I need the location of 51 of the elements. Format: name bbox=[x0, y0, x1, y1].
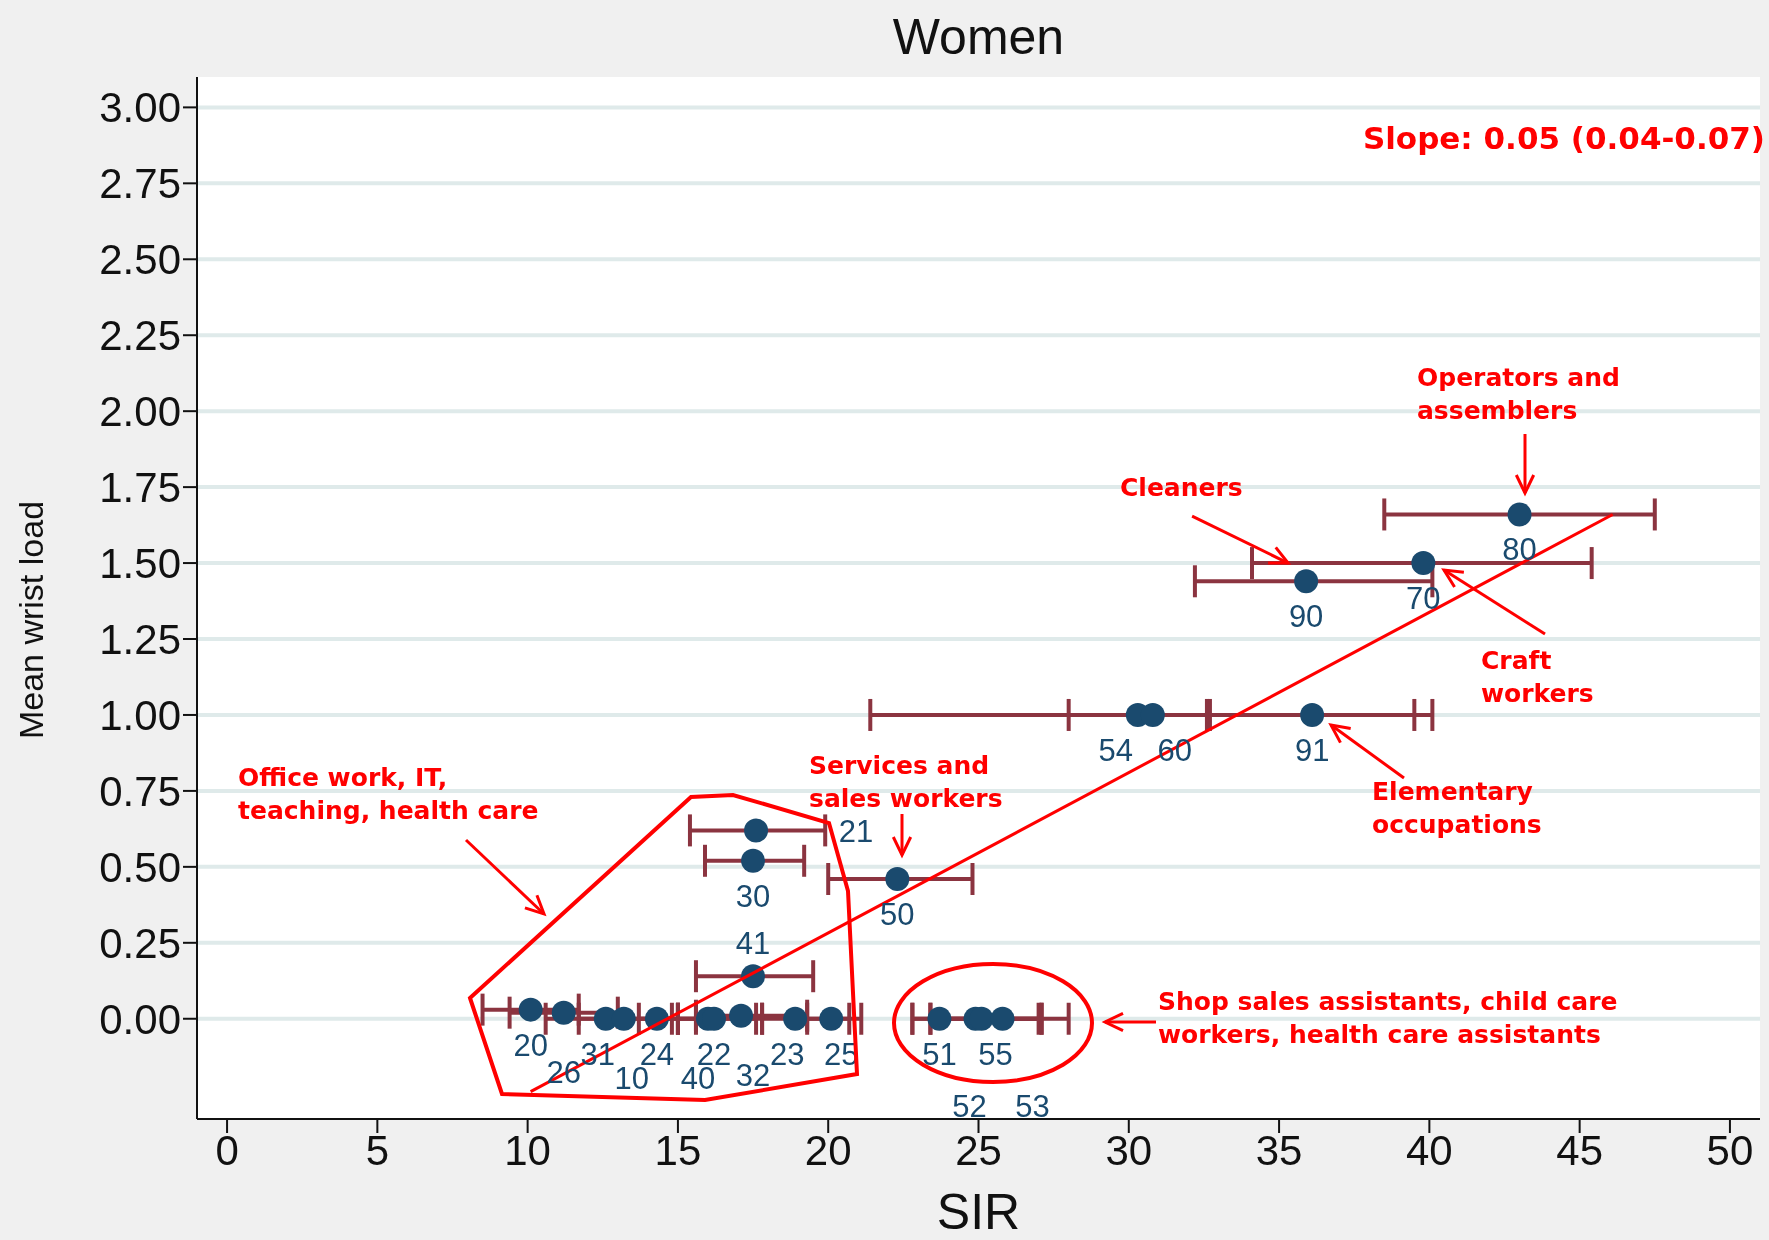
chart-title: Women bbox=[891, 8, 1066, 66]
y-tick-label: 2.50 bbox=[99, 236, 181, 284]
annotation: 91 bbox=[1294, 732, 1330, 768]
y-axis-title: Mean wrist load bbox=[12, 499, 51, 742]
y-tick-label: 2.25 bbox=[99, 312, 181, 360]
x-tick-label: 25 bbox=[955, 1126, 1002, 1174]
annotation: 23 bbox=[769, 1036, 805, 1072]
annotation: 53 bbox=[1015, 1088, 1050, 1124]
annotation: 32 bbox=[735, 1057, 771, 1093]
y-tick-label: 3.00 bbox=[99, 84, 181, 132]
y-tick-label: 2.00 bbox=[99, 388, 181, 436]
x-axis-title: SIR bbox=[935, 1183, 1022, 1240]
annotation: 90 bbox=[1288, 599, 1324, 635]
annotation: 54 bbox=[1098, 732, 1134, 768]
annotation: 30 bbox=[735, 878, 771, 914]
y-tick-label: 1.75 bbox=[99, 464, 181, 512]
x-tick-label: 5 bbox=[365, 1126, 390, 1174]
x-tick-label: 35 bbox=[1255, 1126, 1303, 1174]
annotation: 41 bbox=[735, 926, 771, 962]
x-tick-label: 0 bbox=[215, 1126, 239, 1174]
annotation: Slope: 0.05 (0.04-0.07) bbox=[1361, 119, 1765, 158]
annotation: Cleaners bbox=[1120, 472, 1244, 504]
x-tick-label: 40 bbox=[1406, 1126, 1453, 1174]
x-tick-label: 30 bbox=[1105, 1126, 1153, 1174]
x-tick-label: 15 bbox=[654, 1126, 702, 1174]
annotation: Operators and assemblers bbox=[1417, 362, 1621, 427]
x-tick-label: 10 bbox=[504, 1126, 551, 1174]
annotation: 80 bbox=[1502, 532, 1537, 568]
y-tick-label: 2.75 bbox=[99, 160, 181, 208]
annotation: 21 bbox=[838, 814, 874, 850]
y-tick-label: 0.00 bbox=[99, 995, 181, 1043]
y-tick-label: 1.00 bbox=[99, 691, 181, 739]
y-tick-label: 0.50 bbox=[99, 843, 181, 891]
annotation: 55 bbox=[978, 1036, 1013, 1072]
y-tick-label: 0.75 bbox=[99, 767, 181, 815]
x-tick-label: 45 bbox=[1556, 1126, 1604, 1174]
annotation: Services and sales workers bbox=[809, 750, 1004, 815]
y-tick-label: 1.25 bbox=[99, 615, 181, 663]
annotation: Shop sales assistants, child care workers, health care assistants bbox=[1158, 986, 1619, 1051]
x-tick-label: 20 bbox=[804, 1126, 852, 1174]
annotation: 70 bbox=[1406, 581, 1441, 617]
annotation: 50 bbox=[880, 897, 915, 933]
annotation: Office work, IT, teaching, health care bbox=[238, 762, 540, 827]
y-tick-label: 1.50 bbox=[99, 539, 181, 587]
y-tick-label: 0.25 bbox=[99, 919, 181, 967]
annotation: Craft workers bbox=[1481, 645, 1595, 710]
annotation: Elementary occupations bbox=[1372, 776, 1543, 841]
annotation: 51 bbox=[922, 1036, 957, 1072]
annotation: 52 bbox=[952, 1088, 987, 1124]
x-tick-label: 50 bbox=[1706, 1126, 1754, 1174]
annotation: 20 bbox=[513, 1027, 548, 1063]
